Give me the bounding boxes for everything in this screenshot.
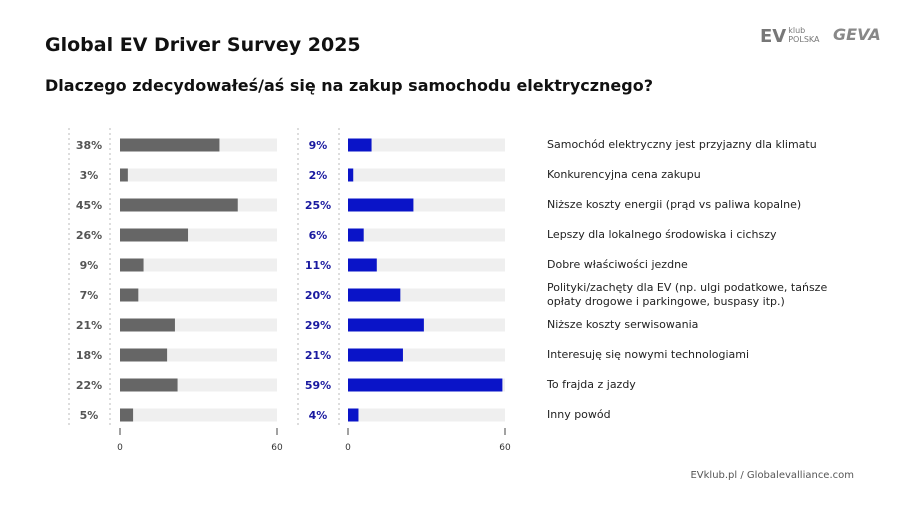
category-label: Niższe koszty energii (prąd vs paliwa ko… [547, 198, 802, 211]
data-label: 20% [305, 289, 331, 302]
bar-track [348, 408, 505, 422]
data-label: 5% [80, 409, 99, 422]
data-label: 26% [76, 229, 102, 242]
tick-label: 60 [499, 443, 511, 453]
data-label: 25% [305, 199, 331, 212]
category-label: Interesuję się nowymi technologiami [547, 348, 750, 361]
category-label: To frajda z jazdy [547, 378, 636, 391]
category-label: Niższe koszty serwisowania [547, 318, 699, 331]
bar [348, 378, 503, 392]
category-label: Dobre właściwości jezdne [547, 258, 688, 271]
footer-sources: EVklub.pl / Globalevalliance.com [690, 470, 854, 481]
data-label: 6% [309, 229, 328, 242]
bar [348, 288, 401, 302]
bar [348, 258, 377, 272]
bar [348, 168, 354, 182]
bar-track [120, 168, 277, 182]
bar-track [348, 168, 505, 182]
bar [120, 318, 175, 332]
bar [120, 288, 139, 302]
data-label: 3% [80, 169, 99, 182]
tick-label: 0 [345, 443, 351, 453]
bar-track [348, 228, 505, 242]
evklub-logo: EV klub POLSKA [760, 26, 820, 47]
tick-label: 60 [271, 443, 283, 453]
geva-logo: GEVA [833, 25, 881, 44]
data-label: 21% [76, 319, 102, 332]
bar-track [348, 138, 505, 152]
bar [120, 348, 168, 362]
data-label: 45% [76, 199, 102, 212]
bar [348, 228, 364, 242]
data-label: 18% [76, 349, 102, 362]
data-label: 2% [309, 169, 328, 182]
bar [120, 138, 220, 152]
data-label: 59% [305, 379, 331, 392]
bar-track [120, 258, 277, 272]
bar [348, 318, 424, 332]
bar [348, 408, 359, 422]
bar-track [348, 258, 505, 272]
bar [348, 138, 372, 152]
bar [120, 378, 178, 392]
category-label: Inny powód [547, 408, 611, 421]
data-label: 11% [305, 259, 331, 272]
data-label: 9% [80, 259, 99, 272]
data-label: 7% [80, 289, 99, 302]
data-label: 21% [305, 349, 331, 362]
category-label: Lepszy dla lokalnego środowiska i cichsz… [547, 228, 777, 241]
bar-track [120, 288, 277, 302]
category-label: Samochód elektryczny jest przyjazny dla … [547, 138, 817, 151]
bar [120, 408, 134, 422]
data-label: 38% [76, 139, 102, 152]
data-label: 22% [76, 379, 102, 392]
question-subtitle: Dlaczego zdecydowałeś/aś się na zakup sa… [45, 76, 654, 95]
bar [348, 198, 414, 212]
bar [348, 348, 403, 362]
tick-label: 0 [117, 443, 123, 453]
data-label: 4% [309, 409, 328, 422]
page-title: Global EV Driver Survey 2025 [45, 34, 361, 56]
data-label: 9% [309, 139, 328, 152]
category-label: Konkurencyjna cena zakupu [547, 168, 701, 181]
bar [120, 228, 189, 242]
bar [120, 258, 144, 272]
category-label: Polityki/zachęty dla EV (np. ulgi podatk… [547, 281, 828, 308]
bar [120, 198, 238, 212]
bar-track [120, 408, 277, 422]
bar [120, 168, 128, 182]
data-label: 29% [305, 319, 331, 332]
